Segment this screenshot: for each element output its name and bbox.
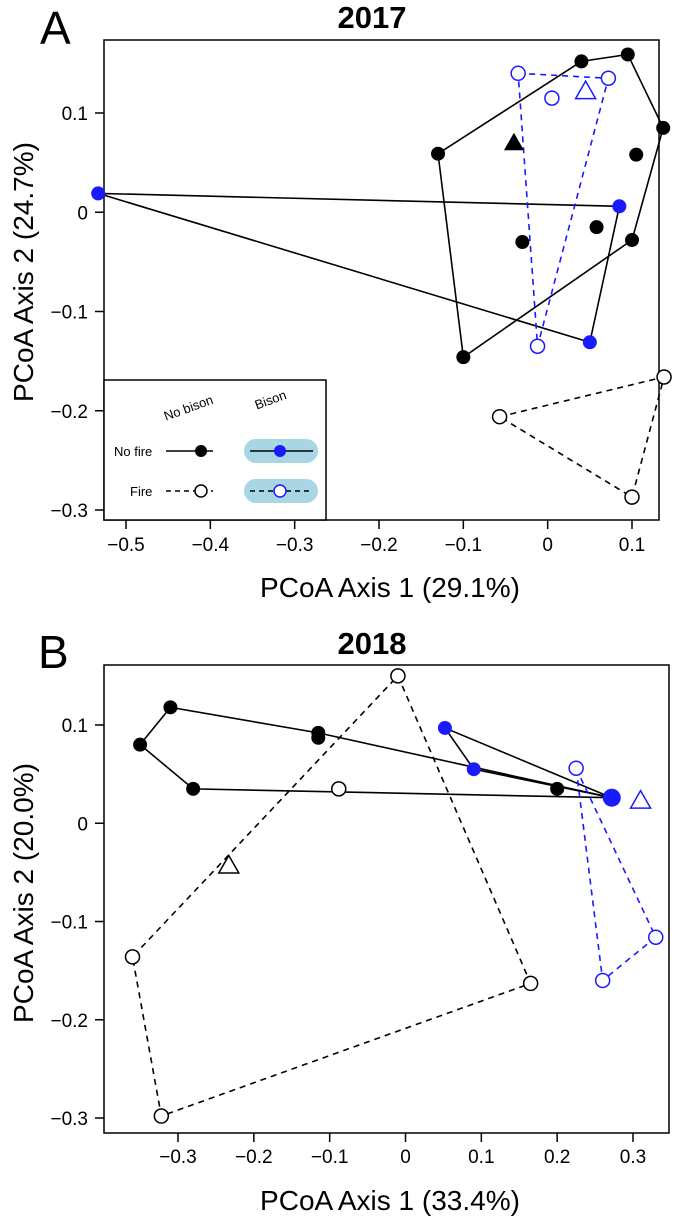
panel-a-centroid-nofire_nobison xyxy=(503,132,524,151)
panel-b-y-tick-label: −0.3 xyxy=(50,1109,88,1130)
legend-marker-nofire-bison xyxy=(274,445,286,457)
panel-a-chart: A 2017 PCoA Axis 1 (29.1%) PCoA Axis 2 (… xyxy=(8,0,672,603)
panel-a-point-fire_bison xyxy=(544,90,560,106)
panel-a-point-nofire_nobison xyxy=(629,147,644,162)
panel-b-hull-fire_nobison xyxy=(131,674,532,1118)
panel-b-y-tick-label: −0.2 xyxy=(50,1011,88,1032)
panel-b-hull-nofire_nobison xyxy=(138,706,612,799)
panel-a-x-tick-label: 0 xyxy=(542,535,553,556)
panel-a-point-nofire_nobison xyxy=(431,146,446,161)
panel-b-y-tick-label: 0 xyxy=(77,814,88,835)
panel-a-point-nofire_nobison xyxy=(620,47,635,62)
panel-b-letter: B xyxy=(38,626,69,678)
panel-a-point-nofire_nobison xyxy=(656,120,671,135)
panel-a-axes: −0.5 −0.4 −0.3 −0.2 −0.1 0 0.1 −0.3 −0.2 −0.1 0 0.1 xyxy=(50,104,645,556)
legend: No bison Bison No fire Fire xyxy=(103,379,327,521)
panel-b-x-tick-label: 0.3 xyxy=(620,1147,646,1168)
panel-a-hull-nofire_bison xyxy=(97,192,621,344)
panel-b-centroid-fire_nobison xyxy=(217,853,241,874)
panel-b-point-nofire_bison xyxy=(466,762,481,777)
panel-b-point-nofire_bison xyxy=(437,720,452,735)
panel-b-y-tick-label: −0.1 xyxy=(50,913,88,934)
panel-a-y-tick-label: 0.1 xyxy=(62,104,88,125)
panel-a-hull-fire_bison xyxy=(517,72,610,347)
legend-row-no-fire: No fire xyxy=(114,444,152,459)
panel-b-y-tick-label: 0.1 xyxy=(62,716,88,737)
panel-b-x-tick-label: 0 xyxy=(400,1147,411,1168)
panel-b-point-nofire_nobison xyxy=(133,737,148,752)
panel-b-x-tick-label: 0.2 xyxy=(544,1147,570,1168)
panel-b-point-fire_nobison xyxy=(124,949,141,965)
panel-a-point-nofire_nobison xyxy=(456,350,471,365)
legend-row-fire: Fire xyxy=(130,484,152,499)
panel-b-plot-frame xyxy=(103,664,670,1134)
panel-b-centroid-fire_bison xyxy=(629,789,652,809)
panel-a-point-fire_bison xyxy=(529,338,546,354)
panel-a-y-tick-label: −0.3 xyxy=(50,501,88,522)
panel-a-y-tick-label: 0 xyxy=(77,203,88,224)
panel-a-plot-frame xyxy=(103,39,660,521)
panel-a-x-tick-label: −0.4 xyxy=(192,535,230,556)
legend-marker-nofire-nobison xyxy=(195,445,207,457)
panel-a-x-tick-label: −0.5 xyxy=(107,535,145,556)
panel-b-chart: B 2018 PCoA Axis 1 (33.4%) PCoA Axis 2 (… xyxy=(8,626,670,1216)
panel-a-point-fire_nobison xyxy=(624,489,640,505)
panel-b-point-nofire_nobison xyxy=(311,730,326,745)
panel-a-x-tick-label: −0.1 xyxy=(445,535,483,556)
panel-b-centroid-nofire_bison xyxy=(602,788,621,807)
panel-b-point-nofire_nobison xyxy=(550,781,565,796)
legend-marker-fire-nobison xyxy=(194,484,208,498)
panel-a-point-nofire_nobison xyxy=(574,54,589,69)
panel-b-x-tick-label: 0.1 xyxy=(468,1147,494,1168)
panel-a-x-tick-label: 0.1 xyxy=(619,535,645,556)
panel-a-x-tick-label: −0.2 xyxy=(360,535,398,556)
panel-a-x-tick-label: −0.3 xyxy=(276,535,314,556)
panel-a-title: 2017 xyxy=(338,0,407,35)
panel-a-y-axis-title: PCoA Axis 2 (24.7%) xyxy=(8,142,39,402)
panel-a-letter: A xyxy=(40,2,71,54)
panel-b-point-fire_bison xyxy=(568,760,584,776)
panel-a-point-fire_nobison xyxy=(491,408,508,425)
panel-a-point-nofire_nobison xyxy=(589,220,604,235)
panel-a-point-fire_bison xyxy=(600,70,617,87)
panel-b-hull-fire_bison xyxy=(575,767,657,982)
panel-b-point-fire_nobison xyxy=(153,1108,170,1124)
panel-b-point-fire_nobison xyxy=(522,975,539,992)
panel-b-point-fire_nobison xyxy=(390,668,406,684)
panel-a-x-axis-title: PCoA Axis 1 (29.1%) xyxy=(260,572,520,603)
panel-b-x-tick-label: −0.3 xyxy=(159,1147,197,1168)
legend-marker-fire-bison xyxy=(273,484,287,498)
panel-a-y-tick-label: −0.2 xyxy=(50,402,88,423)
panel-a-point-fire_bison xyxy=(510,65,526,82)
panel-a-marks xyxy=(91,47,672,505)
panel-a-point-fire_nobison xyxy=(656,369,672,385)
panel-a-point-nofire_bison xyxy=(612,199,627,214)
panel-b-point-nofire_nobison xyxy=(186,781,201,796)
panel-b-point-fire_nobison xyxy=(331,781,347,797)
panel-b-point-fire_bison xyxy=(594,972,611,989)
panel-b-x-axis-title: PCoA Axis 1 (33.4%) xyxy=(260,1185,520,1216)
panel-a-point-nofire_nobison xyxy=(515,235,530,250)
panel-a-centroid-fire_bison xyxy=(574,79,597,100)
panel-a-point-nofire_nobison xyxy=(625,233,639,248)
panel-b-title: 2018 xyxy=(338,626,407,661)
panel-b-point-nofire_nobison xyxy=(163,700,178,715)
panel-b-hull-nofire_bison xyxy=(442,726,613,799)
panel-b-marks xyxy=(124,668,664,1124)
panel-b-y-axis-title: PCoA Axis 2 (20.0%) xyxy=(8,763,39,1023)
panel-b-point-fire_bison xyxy=(648,929,664,945)
panel-a-point-nofire_bison xyxy=(582,335,597,350)
panel-b-axes: −0.3 −0.2 −0.1 0 0.1 0.2 0.3 −0.3 −0.2 −0.1 0 0.1 xyxy=(50,716,646,1168)
panel-a-y-tick-label: −0.1 xyxy=(50,303,88,324)
panel-b-x-tick-label: −0.1 xyxy=(311,1147,349,1168)
panel-b-x-tick-label: −0.2 xyxy=(235,1147,273,1168)
panel-a-point-nofire_bison xyxy=(91,186,106,201)
panel-a-hull-fire_nobison xyxy=(497,375,666,499)
